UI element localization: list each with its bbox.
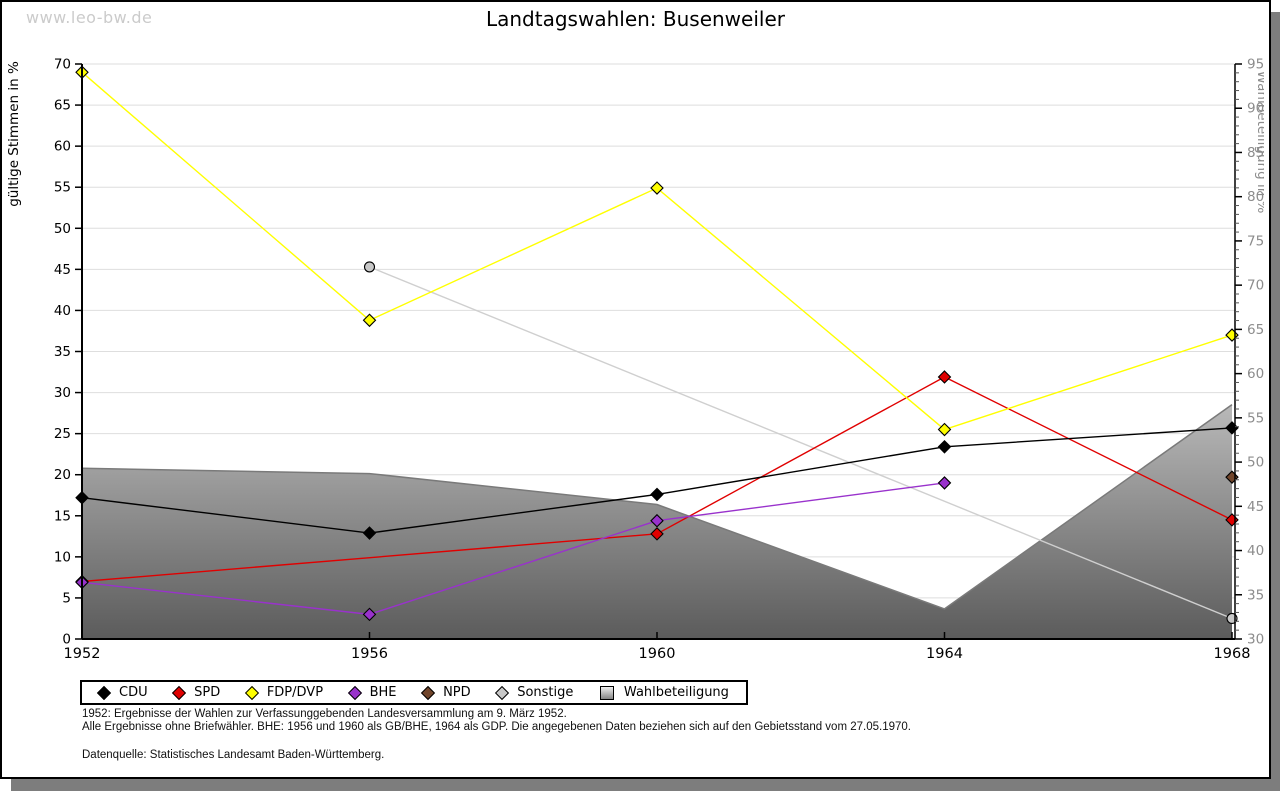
- data-point: [650, 527, 664, 541]
- series-sonstige: [363, 261, 1238, 625]
- chart-title: Landtagswahlen: Busenweiler: [485, 7, 785, 31]
- x-axis-labels: 1952 1956 1960 1964 1968: [64, 632, 1251, 662]
- data-point: [650, 181, 664, 195]
- svg-text:85: 85: [1247, 145, 1264, 161]
- legend-label: Sonstige: [517, 685, 574, 700]
- svg-text:45: 45: [54, 262, 71, 278]
- svg-text:75: 75: [1247, 233, 1264, 249]
- data-point: [363, 261, 376, 273]
- data-point: [937, 422, 952, 437]
- svg-text:55: 55: [1247, 410, 1264, 426]
- svg-text:70: 70: [54, 57, 71, 73]
- data-point: [937, 476, 952, 490]
- svg-text:80: 80: [1247, 189, 1264, 205]
- legend: CDU SPD FDP/DVP BHE NPD Sonstige Wahlbeteiligu…: [80, 680, 748, 705]
- svg-text:60: 60: [1247, 366, 1264, 382]
- legend-swatch-icon: [172, 685, 187, 700]
- svg-text:40: 40: [54, 303, 71, 319]
- footnote-line-1: 1952: Ergebnisse der Wahlen zur Verfassu…: [82, 708, 567, 720]
- svg-text:90: 90: [1247, 101, 1264, 117]
- svg-text:10: 10: [54, 549, 71, 565]
- svg-text:55: 55: [54, 180, 71, 196]
- legend-swatch-icon: [495, 685, 510, 700]
- legend-label: BHE: [369, 685, 397, 700]
- legend-swatch-icon: [96, 685, 112, 700]
- y-axis-left-labels: 0 5 10 15 20 25 30 35 40 45 50 55 60 65 70: [54, 57, 82, 648]
- svg-text:60: 60: [54, 139, 71, 155]
- data-point: [650, 513, 664, 528]
- series-cdu: [75, 421, 1239, 540]
- svg-text:1960: 1960: [639, 646, 676, 662]
- data-point: [1225, 328, 1239, 342]
- svg-text:30: 30: [54, 385, 71, 401]
- svg-text:1964: 1964: [926, 646, 963, 662]
- legend-swatch-icon: [420, 685, 436, 700]
- y-axis-right-title: Wahlbeteiligung in %: [1254, 71, 1264, 214]
- svg-text:1952: 1952: [64, 646, 101, 662]
- chart: 0 5 10 15 20 25 30 35 40 45 50 55 60 65 70 30 35 40 45 50 55…: [2, 2, 1270, 678]
- svg-text:1968: 1968: [1214, 646, 1251, 662]
- data-point: [937, 440, 952, 454]
- svg-text:0: 0: [62, 632, 71, 648]
- legend-item-fdp-dvp: FDP/DVP: [244, 685, 324, 700]
- svg-text:40: 40: [1247, 543, 1264, 559]
- data-point: [362, 607, 377, 622]
- legend-item-npd: NPD: [420, 685, 471, 700]
- data-point: [650, 487, 664, 502]
- svg-text:20: 20: [54, 467, 71, 483]
- y-axis-left-title: gültige Stimmen in %: [6, 61, 22, 207]
- svg-text:50: 50: [1247, 455, 1264, 471]
- data-point: [362, 313, 377, 328]
- svg-text:45: 45: [1247, 499, 1264, 515]
- svg-text:50: 50: [54, 221, 71, 237]
- legend-label: CDU: [119, 685, 148, 700]
- legend-label: FDP/DVP: [266, 685, 324, 700]
- chart-svg: 0 5 10 15 20 25 30 35 40 45 50 55 60 65 70 30 35 40 45 50 55…: [6, 57, 1270, 663]
- legend-item-bhe: BHE: [347, 685, 397, 700]
- legend-swatch-icon: [599, 685, 614, 700]
- svg-text:70: 70: [1247, 278, 1264, 294]
- chart-frame: www.leo-bw.de Landtagswahlen: Busenweile…: [0, 0, 1271, 779]
- data-source: Datenquelle: Statistisches Landesamt Bad…: [82, 749, 385, 761]
- svg-text:25: 25: [54, 426, 71, 442]
- svg-text:1956: 1956: [351, 646, 388, 662]
- legend-label: NPD: [443, 685, 471, 700]
- svg-text:30: 30: [1247, 632, 1264, 648]
- legend-item-cdu: CDU: [96, 685, 148, 700]
- svg-text:5: 5: [62, 590, 71, 606]
- svg-text:35: 35: [1247, 587, 1264, 603]
- data-point: [362, 526, 377, 540]
- legend-label: SPD: [194, 685, 221, 700]
- data-point: [937, 370, 952, 384]
- svg-text:15: 15: [54, 508, 71, 524]
- legend-item-sonstige: Sonstige: [495, 685, 574, 700]
- legend-label: Wahlbeteiligung: [623, 685, 729, 700]
- svg-text:65: 65: [1247, 322, 1264, 338]
- series-fdp-dvp: [75, 65, 1239, 437]
- legend-swatch-icon: [244, 685, 259, 700]
- legend-item-wahlbeteiligung: Wahlbeteiligung: [599, 685, 729, 700]
- legend-item-spd: SPD: [172, 685, 221, 700]
- svg-text:35: 35: [54, 344, 71, 360]
- series-bhe: [75, 476, 952, 622]
- y-axis-right-labels: 30 35 40 45 50 55 60 65 70 75 80 85 90 95: [1235, 57, 1264, 648]
- watermark: www.leo-bw.de: [26, 8, 153, 27]
- footnote-line-2: Alle Ergebnisse ohne Briefwähler. BHE: 1…: [82, 721, 911, 733]
- legend-swatch-icon: [347, 685, 362, 700]
- svg-text:65: 65: [54, 98, 71, 114]
- svg-text:95: 95: [1247, 57, 1264, 73]
